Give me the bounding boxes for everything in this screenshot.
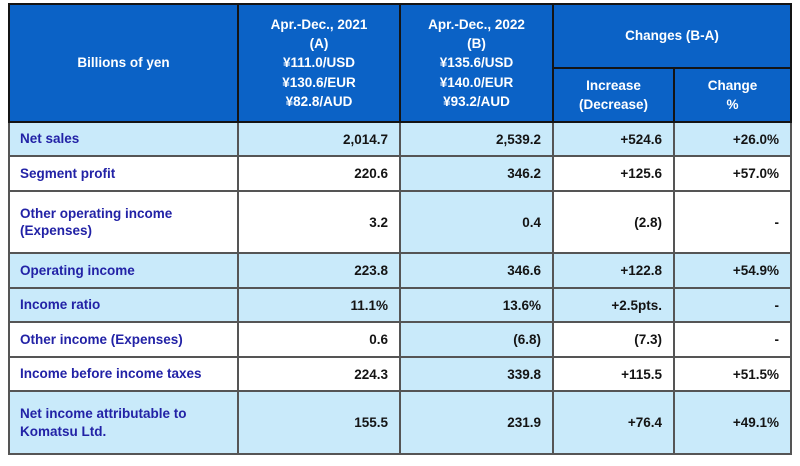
value-change-pct: - [673, 321, 792, 358]
value-b: 0.4 [399, 189, 554, 255]
value-b: 339.8 [399, 355, 554, 393]
value-b: 231.9 [399, 390, 554, 455]
row-label: Net income attributable to Komatsu Ltd. [8, 390, 239, 455]
value-a: 11.1% [237, 286, 401, 324]
value-change-pct: +51.5% [673, 355, 792, 393]
value-change-pct: +26.0% [673, 120, 792, 158]
header-period-a: Apr.-Dec., 2021 (A) ¥111.0/USD ¥130.6/EU… [237, 3, 401, 123]
table-row-income-before-taxes: Income before income taxes 224.3 339.8 +… [8, 355, 792, 393]
value-increase: +122.8 [552, 252, 675, 289]
table-row-segment-profit: Segment profit 220.6 346.2 +125.6 +57.0% [8, 155, 792, 192]
row-label: Income ratio [8, 286, 239, 324]
financial-results-table: Billions of yen Apr.-Dec., 2021 (A) ¥111… [8, 3, 792, 455]
row-label: Net sales [8, 120, 239, 158]
header-row-sub: Increase (Decrease) Change % [9, 67, 792, 123]
value-increase: +115.5 [552, 355, 675, 393]
value-change-pct: - [673, 189, 792, 255]
value-a: 223.8 [237, 252, 401, 289]
value-change-pct: +57.0% [673, 155, 792, 192]
table-row-other-income: Other income (Expenses) 0.6 (6.8) (7.3) … [8, 321, 792, 358]
value-b: (6.8) [399, 321, 554, 358]
value-a: 220.6 [237, 155, 401, 192]
value-change-pct: - [673, 286, 792, 324]
header-change-percent: Change % [673, 67, 792, 123]
value-change-pct: +49.1% [673, 390, 792, 455]
table-row-income-ratio: Income ratio 11.1% 13.6% +2.5pts. - [8, 286, 792, 324]
table-row-operating-income: Operating income 223.8 346.6 +122.8 +54.… [8, 252, 792, 289]
value-a: 155.5 [237, 390, 401, 455]
table-row-other-operating-income: Other operating income (Expenses) 3.2 0.… [8, 189, 792, 255]
header-changes: Changes (B-A) [552, 3, 792, 69]
value-a: 2,014.7 [237, 120, 401, 158]
value-b: 2,539.2 [399, 120, 554, 158]
value-a: 0.6 [237, 321, 401, 358]
header-increase-decrease: Increase (Decrease) [552, 67, 675, 123]
table-header: Billions of yen Apr.-Dec., 2021 (A) ¥111… [8, 3, 792, 123]
table-row-net-income: Net income attributable to Komatsu Ltd. … [8, 390, 792, 455]
row-label: Other income (Expenses) [8, 321, 239, 358]
value-change-pct: +54.9% [673, 252, 792, 289]
header-period-b: Apr.-Dec., 2022 (B) ¥135.6/USD ¥140.0/EU… [399, 3, 554, 123]
value-increase: +524.6 [552, 120, 675, 158]
row-label: Other operating income (Expenses) [8, 189, 239, 255]
table-row-net-sales: Net sales 2,014.7 2,539.2 +524.6 +26.0% [8, 120, 792, 158]
value-a: 224.3 [237, 355, 401, 393]
row-label: Operating income [8, 252, 239, 289]
row-label: Income before income taxes [8, 355, 239, 393]
value-increase: (7.3) [552, 321, 675, 358]
header-billions-of-yen: Billions of yen [8, 3, 239, 123]
value-increase: (2.8) [552, 189, 675, 255]
value-b: 346.6 [399, 252, 554, 289]
value-increase: +76.4 [552, 390, 675, 455]
value-b: 346.2 [399, 155, 554, 192]
value-increase: +125.6 [552, 155, 675, 192]
header-row-main: Billions of yen Apr.-Dec., 2021 (A) ¥111… [8, 3, 792, 123]
value-a: 3.2 [237, 189, 401, 255]
table-body: Net sales 2,014.7 2,539.2 +524.6 +26.0% … [8, 120, 792, 455]
value-increase: +2.5pts. [552, 286, 675, 324]
row-label: Segment profit [8, 155, 239, 192]
value-b: 13.6% [399, 286, 554, 324]
